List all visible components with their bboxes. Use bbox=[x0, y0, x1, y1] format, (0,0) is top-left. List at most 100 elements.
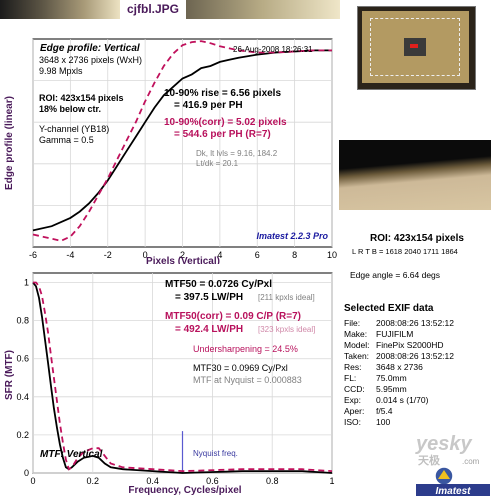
mtf50-corr-ideal: [323 kpxls ideal] bbox=[258, 325, 316, 334]
thumbnail-grid bbox=[370, 18, 460, 76]
exif-value: FinePix S2000HD bbox=[376, 340, 444, 350]
exif-value: 2008:08:26 13:52:12 bbox=[376, 351, 454, 361]
exif-key: Aper: bbox=[344, 406, 365, 416]
roi-size-title: ROI: 423x154 pixels bbox=[370, 233, 464, 244]
exif-key: Model: bbox=[344, 340, 370, 350]
exif-row: Res: 3648 x 2736 bbox=[344, 362, 500, 373]
info-line: Dk, lt lvls = 9.16, 184.2 bbox=[196, 149, 278, 158]
rise-info: 10-90% rise = 6.56 pixels = 416.9 per PH bbox=[164, 88, 281, 112]
edge-y-axis-label: Edge profile (linear) bbox=[4, 96, 15, 190]
exif-key: Make: bbox=[344, 329, 368, 339]
exif-key: File: bbox=[344, 318, 361, 328]
exif-key: Taken: bbox=[344, 351, 370, 361]
exif-key: ISO: bbox=[344, 417, 362, 427]
info-line: Y-channel (YB18) bbox=[39, 124, 110, 134]
exif-row: Exp: 0.014 s (1/70) bbox=[344, 395, 500, 406]
info-line: = 544.6 per PH (R=7) bbox=[174, 129, 271, 140]
exif-row: Model: FinePix S2000HD bbox=[344, 340, 500, 351]
tone-gradient-bar-right bbox=[186, 0, 340, 19]
info-line: ROI: 423x154 pixels bbox=[39, 93, 124, 103]
exif-row: CCD: 5.95mm bbox=[344, 384, 500, 395]
mtf-grid bbox=[32, 273, 333, 474]
exif-title: Selected EXIF data bbox=[344, 303, 434, 314]
mtf-x-ticks: 0 0.2 0.4 0.6 0.8 1 bbox=[30, 476, 334, 486]
logo-url-text: .com bbox=[462, 457, 480, 466]
y-tick-label: 1 bbox=[24, 278, 29, 288]
x-tick-label: 0.6 bbox=[206, 476, 219, 486]
y-tick-label: 0.6 bbox=[16, 354, 29, 364]
edge-profile-chart: -6 -4 -2 0 2 4 6 8 10 Edge profile: Vertical 26-… bbox=[4, 38, 337, 264]
edge-chart-title: Edge profile: Vertical bbox=[40, 43, 140, 54]
exif-value: f/5.4 bbox=[376, 406, 393, 416]
exif-value: FUJIFILM bbox=[376, 329, 414, 339]
exif-row: ISO: 100 bbox=[344, 417, 500, 428]
info-line: 3648 x 2736 pixels (WxH) bbox=[39, 55, 143, 65]
exif-value: 5.95mm bbox=[376, 384, 407, 394]
mtf-x-axis-label: Frequency, Cycles/pixel bbox=[128, 485, 241, 496]
x-tick-label: 0.4 bbox=[146, 476, 159, 486]
y-tick-label: 0.2 bbox=[16, 430, 29, 440]
info-line: 18% below ctr. bbox=[39, 104, 102, 114]
info-line: 10-90%(corr) = 5.02 pixels bbox=[164, 117, 287, 128]
mtf30-info: MTF30 = 0.0969 Cy/Pxl MTF at Nyquist = 0… bbox=[193, 362, 302, 386]
y-tick-label: 0.8 bbox=[16, 316, 29, 326]
exif-value: 3648 x 2736 bbox=[376, 362, 423, 372]
image-size-info: 3648 x 2736 pixels (WxH) 9.98 Mpxls bbox=[39, 55, 142, 77]
x-tick-label: 8 bbox=[292, 250, 297, 260]
x-tick-label: 0 bbox=[30, 476, 35, 486]
exif-key: Res: bbox=[344, 362, 362, 372]
edge-watermark: Imatest 2.2.3 Pro bbox=[256, 231, 328, 241]
exif-panel: Selected EXIF data File: 2008:08:26 13:52… bbox=[344, 303, 500, 428]
logo-brand-text: Imatest bbox=[435, 486, 471, 496]
exif-value: 100 bbox=[376, 417, 391, 427]
x-tick-label: -4 bbox=[66, 250, 74, 260]
edge-x-ticks: -6 -4 -2 0 2 4 6 8 10 bbox=[29, 250, 337, 260]
edge-chart-date: 26-Aug-2008 18:26:31 bbox=[233, 45, 313, 54]
file-title: cjfbl.JPG bbox=[126, 2, 179, 16]
edge-x-axis-label: Pixels (Vertical) bbox=[146, 256, 220, 264]
x-tick-label: 4 bbox=[217, 250, 222, 260]
exif-value: 0.014 s (1/70) bbox=[376, 395, 429, 405]
x-tick-label: 6 bbox=[255, 250, 260, 260]
mtf-y-axis-label: SFR (MTF) bbox=[4, 350, 15, 400]
y-tick-label: 0.4 bbox=[16, 392, 29, 402]
roi-info: ROI: 423x154 pixels 18% below ctr. bbox=[39, 93, 124, 115]
nyquist-label: Nyquist freq. bbox=[193, 449, 238, 458]
roi-coords: L R T B = 1618 2040 1711 1864 bbox=[352, 247, 458, 256]
exif-row: Aper: f/5.4 bbox=[344, 406, 500, 417]
info-line: 10-90% rise = 6.56 pixels bbox=[164, 88, 282, 99]
x-tick-label: 0 bbox=[143, 250, 148, 260]
info-line: MTF50 = 0.0726 Cy/Pxl bbox=[165, 279, 273, 290]
x-tick-label: 1 bbox=[329, 476, 334, 486]
exif-row: File: 2008:08:26 13:52:12 bbox=[344, 318, 500, 329]
edge-grid bbox=[32, 39, 333, 247]
edge-corrected-line bbox=[32, 40, 332, 242]
mtf50-info: MTF50 = 0.0726 Cy/Pxl = 397.5 LW/PH bbox=[165, 278, 272, 304]
mtf-y-ticks: 0 0.2 0.4 0.6 0.8 1 bbox=[16, 278, 29, 478]
thumbnail-roi-marker bbox=[410, 44, 418, 48]
info-line: = 416.9 per PH bbox=[174, 100, 243, 111]
logo-emblem-mark bbox=[438, 470, 450, 479]
exif-key: Exp: bbox=[344, 395, 362, 405]
info-line: Lt/dk = 20.1 bbox=[196, 159, 239, 168]
mtf50-ideal: [211 kpxls ideal] bbox=[258, 293, 315, 302]
x-tick-label: 0.8 bbox=[266, 476, 279, 486]
tone-gradient-bar bbox=[0, 0, 120, 19]
info-line: MTF at Nyquist = 0.000883 bbox=[193, 375, 302, 385]
logo: yesky 天极 .com Imatest bbox=[415, 433, 490, 496]
undersharpening-info: Undersharpening = 24.5% bbox=[193, 344, 298, 354]
edge-measured-line bbox=[32, 49, 332, 232]
exif-row: Make: FUJIFILM bbox=[344, 329, 500, 340]
info-line: MTF50(corr) = 0.09 C/P (R=7) bbox=[165, 311, 301, 322]
exif-value: 75.0mm bbox=[376, 373, 407, 383]
logo-cn-text: 天极 bbox=[418, 453, 441, 467]
logo-site-text: yesky bbox=[415, 433, 472, 455]
x-tick-label: -2 bbox=[104, 250, 112, 260]
roi-crop-image bbox=[339, 140, 491, 210]
mtf50-corr-info: MTF50(corr) = 0.09 C/P (R=7) = 492.4 LW/… bbox=[165, 310, 301, 336]
exif-row: Taken: 2008:08:26 13:52:12 bbox=[344, 351, 500, 362]
x-tick-label: -6 bbox=[29, 250, 37, 260]
mtf-chart: 0 0.2 0.4 0.6 0.8 1 0 0.2 0.4 0.6 0.8 1 Nyquist fr… bbox=[4, 272, 335, 496]
info-line: Gamma = 0.5 bbox=[39, 135, 94, 145]
x-tick-label: 0.2 bbox=[87, 476, 100, 486]
